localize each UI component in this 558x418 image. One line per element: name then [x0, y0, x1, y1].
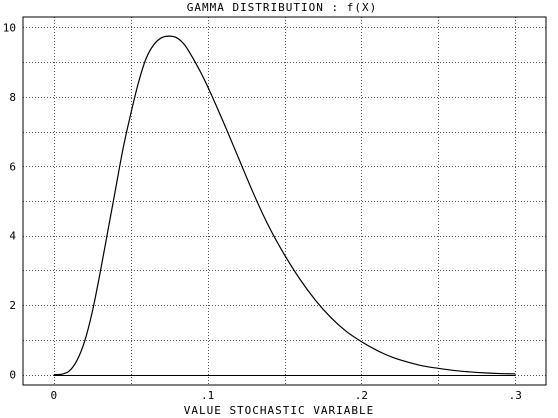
- series-group: [53, 35, 516, 376]
- y-tick-label: 0: [9, 369, 16, 382]
- y-tick-label: 10: [3, 21, 16, 34]
- y-tick-label: 6: [9, 160, 16, 173]
- x-tick-label: .1: [201, 389, 214, 402]
- plot-frame: [22, 16, 547, 386]
- y-tick-label: 4: [9, 230, 16, 243]
- grid: [23, 17, 546, 385]
- density-curve: [53, 35, 516, 376]
- x-axis-label: VALUE STOCHASTIC VARIABLE: [184, 404, 375, 417]
- x-tick-label: .2: [355, 389, 368, 402]
- y-tick-label: 2: [9, 299, 16, 312]
- y-tick-label: 8: [9, 91, 16, 104]
- x-tick-label: 0: [50, 389, 57, 402]
- x-tick-labels: 0 .1 .2 .3: [50, 389, 521, 402]
- y-tick-labels: 0 2 4 6 8 10: [3, 21, 17, 381]
- chart-title: GAMMA DISTRIBUTION : f(X): [187, 1, 378, 14]
- x-tick-label: .3: [509, 389, 522, 402]
